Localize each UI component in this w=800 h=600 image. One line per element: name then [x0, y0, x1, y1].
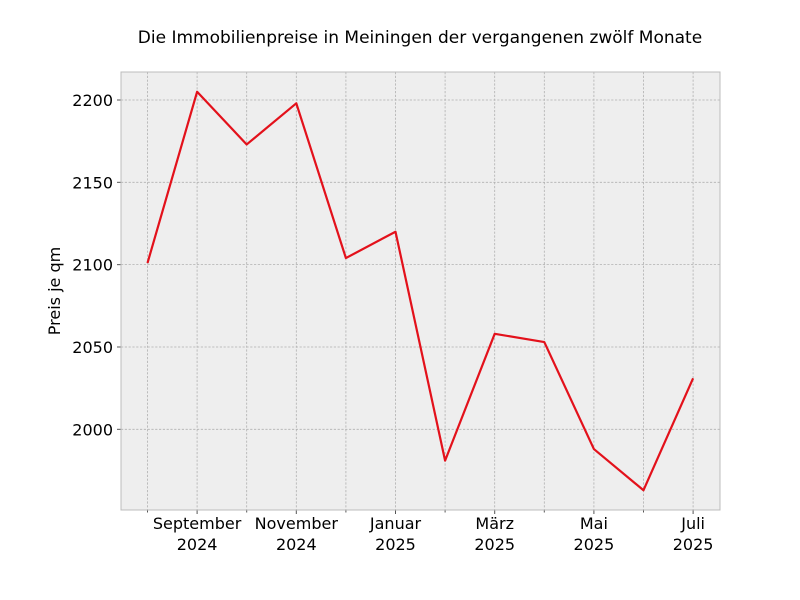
x-tick-label-month: März [475, 514, 514, 533]
x-tick-label-year: 2024 [177, 535, 218, 554]
plot-frame [120, 71, 721, 511]
y-tick-label: 2150 [72, 173, 113, 192]
plot-background [121, 72, 720, 510]
x-tick-label-year: 2025 [474, 535, 515, 554]
y-tick-label: 2050 [72, 338, 113, 357]
x-tick-label-year: 2025 [673, 535, 714, 554]
x-tick-label-month: September [153, 514, 242, 533]
series-group [146, 90, 695, 492]
x-tick-label-month: November [255, 514, 339, 533]
x-tick-label-year: 2025 [574, 535, 615, 554]
grid [121, 72, 720, 510]
x-tick-label-year: 2025 [375, 535, 416, 554]
chart-title: Die Immobilienpreise in Meiningen der ve… [138, 28, 702, 48]
y-axis-label: Preis je qm [45, 247, 64, 335]
x-tick-label-year: 2024 [276, 535, 317, 554]
x-tick-label-month: Januar [369, 514, 422, 533]
y-tick-label: 2100 [72, 256, 113, 275]
y-tick-label: 2000 [72, 420, 113, 439]
x-tick-label-month: Juli [680, 514, 705, 533]
ticks: 2000 2050 2100 2150 2200 September 2024 Novembe… [72, 91, 713, 554]
y-tick-label: 2200 [72, 91, 113, 110]
series-line [146, 90, 695, 492]
x-tick-label-month: Mai [580, 514, 608, 533]
